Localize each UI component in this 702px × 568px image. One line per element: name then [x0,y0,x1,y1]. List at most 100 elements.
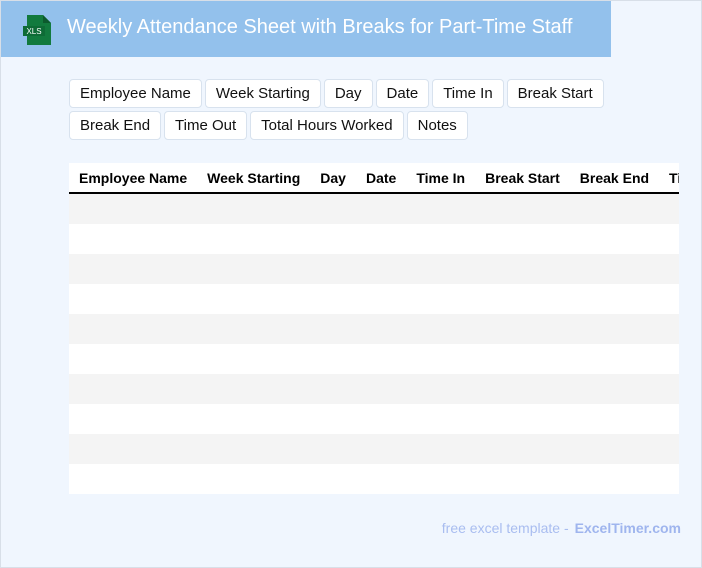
table-cell[interactable] [310,374,356,404]
table-cell[interactable] [69,284,198,314]
table-cell[interactable] [406,314,476,344]
footer-brand-link[interactable]: ExcelTimer.com [574,520,681,536]
table-cell[interactable] [69,193,198,224]
table-cell[interactable] [355,314,407,344]
table-cell[interactable] [659,254,679,284]
table-cell[interactable] [69,404,198,434]
table-cell[interactable] [355,464,407,494]
table-cell[interactable] [569,434,660,464]
field-chip[interactable]: Break End [69,111,162,140]
table-cell[interactable] [659,193,679,224]
table-cell[interactable] [406,284,476,314]
table-cell[interactable] [310,284,356,314]
table-cell[interactable] [406,434,476,464]
table-cell[interactable] [475,314,570,344]
table-cell[interactable] [197,284,311,314]
table-cell[interactable] [569,464,660,494]
table-cell[interactable] [355,254,407,284]
field-chip[interactable]: Week Starting [204,79,321,108]
table-cell[interactable] [69,434,198,464]
field-chip[interactable]: Time In [432,79,504,108]
table-cell[interactable] [355,374,407,404]
table-cell[interactable] [69,344,198,374]
table-cell[interactable] [475,374,570,404]
table-cell[interactable] [406,464,476,494]
table-cell[interactable] [569,404,660,434]
table-cell[interactable] [310,434,356,464]
table-cell[interactable] [569,193,660,224]
table-cell[interactable] [475,193,570,224]
table-cell[interactable] [310,314,356,344]
table-cell[interactable] [310,193,356,224]
table-cell[interactable] [197,224,311,254]
table-cell[interactable] [659,374,679,404]
table-cell[interactable] [659,314,679,344]
table-cell[interactable] [659,224,679,254]
table-cell[interactable] [659,434,679,464]
table-cell[interactable] [406,254,476,284]
table-cell[interactable] [197,374,311,404]
table-cell[interactable] [69,254,198,284]
table-cell[interactable] [475,224,570,254]
field-chip[interactable]: Day [323,79,373,108]
field-chip[interactable]: Time Out [164,111,248,140]
table-cell[interactable] [659,464,679,494]
column-header: Week Starting [197,163,311,194]
table-cell[interactable] [310,254,356,284]
field-chip[interactable]: Total Hours Worked [250,111,404,140]
table-row [69,404,679,434]
table-cell[interactable] [197,254,311,284]
table-cell[interactable] [69,314,198,344]
table-cell[interactable] [475,434,570,464]
table-cell[interactable] [659,404,679,434]
column-header: Time Out [659,163,679,194]
table-cell[interactable] [659,344,679,374]
table-cell[interactable] [310,224,356,254]
table-cell[interactable] [659,284,679,314]
table-cell[interactable] [475,284,570,314]
table-cell[interactable] [475,344,570,374]
table-cell[interactable] [406,344,476,374]
table-cell[interactable] [569,254,660,284]
table-cell[interactable] [475,404,570,434]
field-chip[interactable]: Notes [406,111,468,140]
table-cell[interactable] [310,404,356,434]
table-cell[interactable] [569,374,660,404]
table-cell[interactable] [355,434,407,464]
table-row [69,224,679,254]
table-cell[interactable] [69,224,198,254]
table-cell[interactable] [569,314,660,344]
table-cell[interactable] [406,193,476,224]
table-cell[interactable] [69,374,198,404]
table-cell[interactable] [406,224,476,254]
table-cell[interactable] [569,284,660,314]
table-cell[interactable] [310,464,356,494]
table-cell[interactable] [197,314,311,344]
table-cell[interactable] [569,224,660,254]
table-cell[interactable] [406,374,476,404]
table-cell[interactable] [355,404,407,434]
table-cell[interactable] [355,284,407,314]
table-cell[interactable] [475,464,570,494]
table-cell[interactable] [355,224,407,254]
table-cell[interactable] [197,193,311,224]
table-cell[interactable] [406,404,476,434]
field-chip[interactable]: Date [375,79,430,108]
table-cell[interactable] [355,344,407,374]
table-row [69,434,679,464]
column-header: Date [355,163,407,194]
table-cell[interactable] [310,344,356,374]
table-row [69,314,679,344]
table-cell[interactable] [197,464,311,494]
table-cell[interactable] [475,254,570,284]
field-chip[interactable]: Employee Name [69,79,202,108]
table-cell[interactable] [197,344,311,374]
table-cell[interactable] [197,434,311,464]
table-cell[interactable] [355,193,407,224]
attendance-table[interactable]: Employee Name Week Starting Day Date Time In… [69,163,679,494]
table-cell[interactable] [197,404,311,434]
table-cell[interactable] [69,464,198,494]
field-chip[interactable]: Break Start [506,79,604,108]
table-cell[interactable] [569,344,660,374]
field-chips: Employee Name Week Starting Day Date Time In… [69,79,689,140]
